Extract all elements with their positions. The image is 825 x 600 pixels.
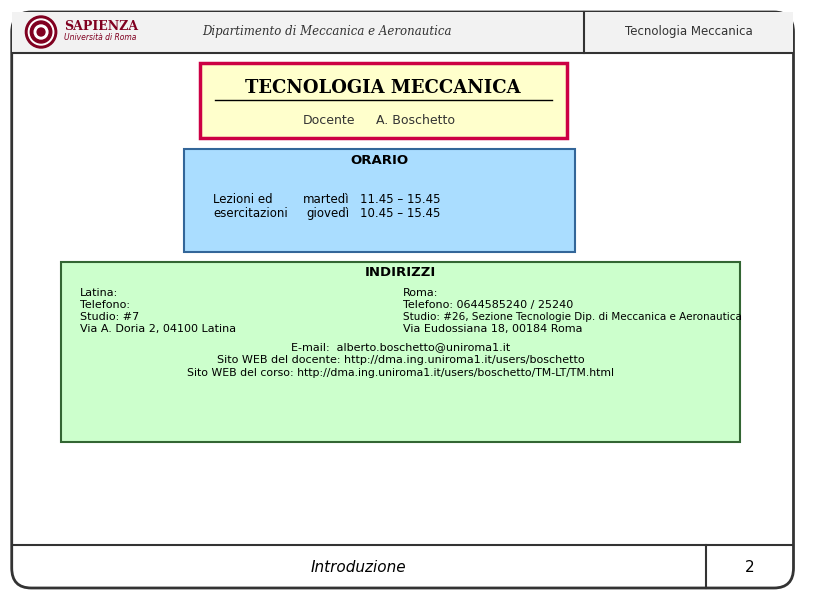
Text: 10.45 – 15.45: 10.45 – 15.45 <box>360 207 440 220</box>
Text: Università di Roma: Università di Roma <box>64 32 137 41</box>
Text: esercitazioni: esercitazioni <box>213 207 288 220</box>
Bar <box>12 12 794 53</box>
Text: Via A. Doria 2, 04100 Latina: Via A. Doria 2, 04100 Latina <box>80 324 236 334</box>
Text: Sito WEB del corso: http://dma.ing.uniroma1.it/users/boschetto/TM-LT/TM.html: Sito WEB del corso: http://dma.ing.uniro… <box>187 368 614 378</box>
Circle shape <box>26 16 57 48</box>
Text: Latina:: Latina: <box>80 288 118 298</box>
Text: TECNOLOGIA MECCANICA: TECNOLOGIA MECCANICA <box>245 79 521 97</box>
FancyBboxPatch shape <box>200 63 567 138</box>
Text: E-mail:  alberto.boschetto@uniroma1.it: E-mail: alberto.boschetto@uniroma1.it <box>291 342 511 352</box>
Circle shape <box>34 25 48 39</box>
Text: Roma:: Roma: <box>403 288 438 298</box>
Text: Dipartimento di Meccanica e Aeronautica: Dipartimento di Meccanica e Aeronautica <box>203 25 452 38</box>
Text: Studio: #7: Studio: #7 <box>80 312 139 322</box>
FancyBboxPatch shape <box>12 12 794 588</box>
Text: Lezioni ed: Lezioni ed <box>213 193 272 206</box>
FancyBboxPatch shape <box>60 262 740 442</box>
Text: Sito WEB del docente: http://dma.ing.uniroma1.it/users/boschetto: Sito WEB del docente: http://dma.ing.uni… <box>217 355 584 365</box>
Text: 2: 2 <box>745 559 754 575</box>
Text: Via Eudossiana 18, 00184 Roma: Via Eudossiana 18, 00184 Roma <box>403 324 582 334</box>
Circle shape <box>31 21 52 43</box>
Text: Docente: Docente <box>303 115 356 127</box>
Text: SAPIENZA: SAPIENZA <box>64 19 139 32</box>
Circle shape <box>37 28 45 36</box>
Text: ORARIO: ORARIO <box>350 154 408 166</box>
Text: Telefono: 0644585240 / 25240: Telefono: 0644585240 / 25240 <box>403 300 573 310</box>
Text: 11.45 – 15.45: 11.45 – 15.45 <box>360 193 440 206</box>
Circle shape <box>28 19 54 45</box>
FancyBboxPatch shape <box>184 149 574 252</box>
Text: martedì: martedì <box>304 193 350 206</box>
Text: A. Boschetto: A. Boschetto <box>376 115 455 127</box>
Text: INDIRIZZI: INDIRIZZI <box>365 265 436 278</box>
Text: Telefono:: Telefono: <box>80 300 130 310</box>
Text: giovedì: giovedì <box>307 207 350 220</box>
Text: Tecnologia Meccanica: Tecnologia Meccanica <box>625 25 752 38</box>
Text: Studio: #26, Sezione Tecnologie Dip. di Meccanica e Aeronautica: Studio: #26, Sezione Tecnologie Dip. di … <box>403 312 742 322</box>
Text: Introduzione: Introduzione <box>311 559 407 575</box>
